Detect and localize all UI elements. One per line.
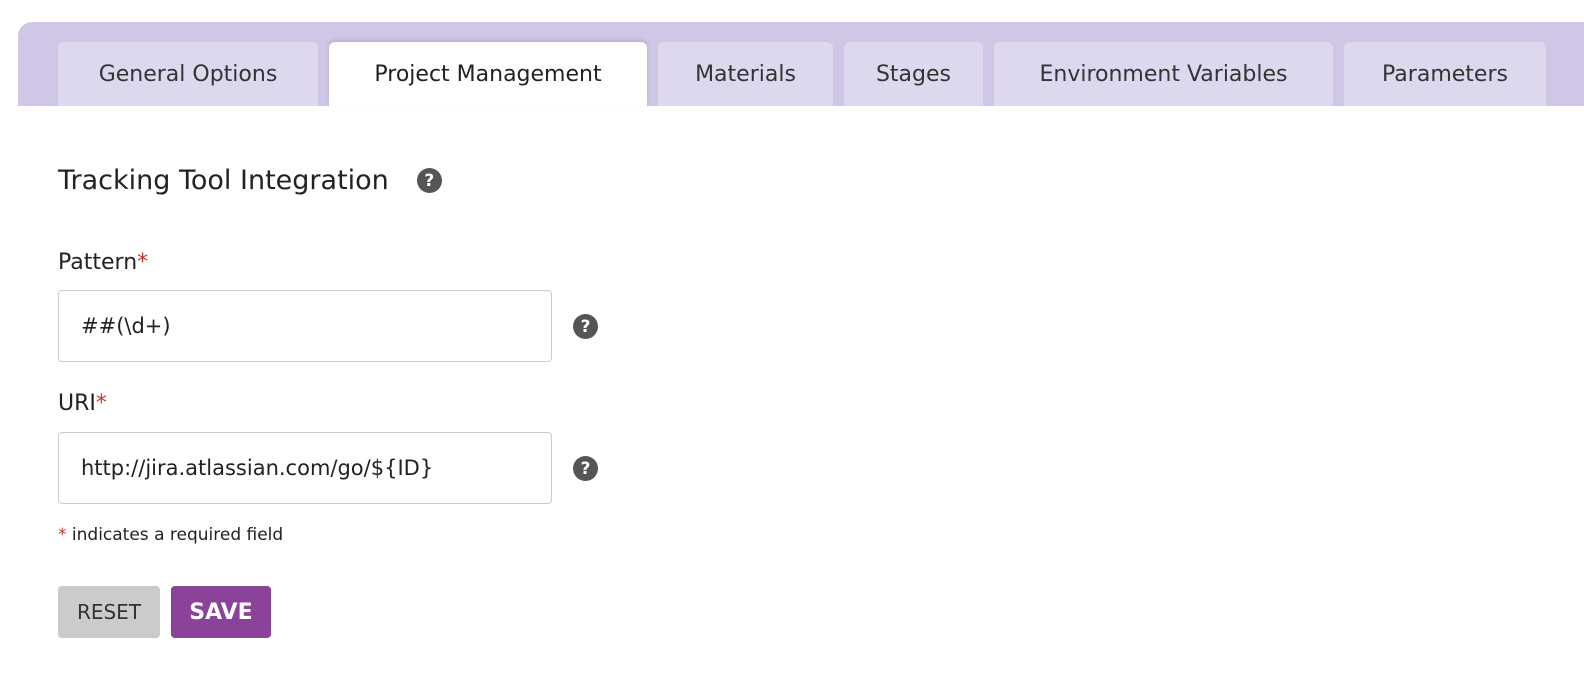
save-button[interactable]: SAVE [171, 586, 271, 638]
tab-general-options[interactable]: General Options [58, 42, 318, 106]
help-icon[interactable]: ? [416, 168, 442, 193]
pattern-label: Pattern* [58, 250, 149, 275]
uri-help-icon[interactable]: ? [573, 456, 598, 481]
section-title: Tracking Tool Integration? [58, 165, 442, 196]
uri-input[interactable] [58, 432, 552, 504]
required-asterisk: * [137, 250, 149, 275]
required-asterisk: * [95, 391, 107, 416]
section-title-text: Tracking Tool Integration [58, 165, 389, 196]
tab-materials[interactable]: Materials [658, 42, 833, 106]
tab-stages[interactable]: Stages [844, 42, 983, 106]
pattern-input[interactable] [58, 290, 552, 362]
uri-label: URI* [58, 391, 107, 416]
tab-parameters[interactable]: Parameters [1344, 42, 1546, 106]
reset-button[interactable]: RESET [58, 586, 160, 638]
tab-environment-variables[interactable]: Environment Variables [994, 42, 1333, 106]
tab-bar: General Options Project Management Mater… [18, 22, 1584, 106]
required-note: * indicates a required field [58, 525, 284, 545]
tab-project-management[interactable]: Project Management [329, 42, 647, 106]
pattern-help-icon[interactable]: ? [573, 314, 598, 339]
